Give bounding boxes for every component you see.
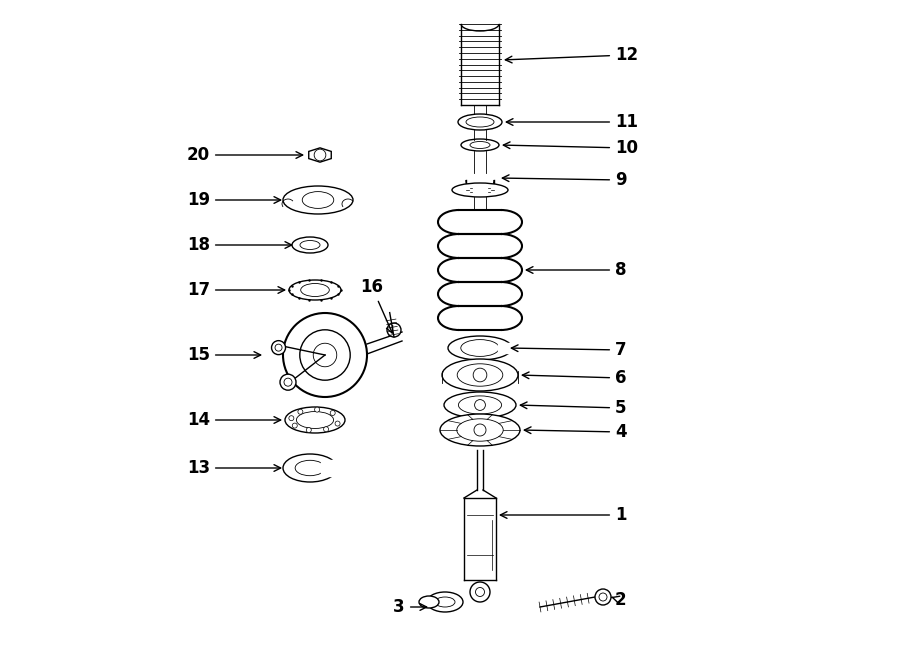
Ellipse shape <box>301 284 329 297</box>
Ellipse shape <box>457 364 503 386</box>
Circle shape <box>324 427 328 432</box>
Circle shape <box>473 368 487 382</box>
Text: 19: 19 <box>187 191 281 209</box>
Ellipse shape <box>292 237 328 253</box>
Circle shape <box>300 330 350 380</box>
Text: 9: 9 <box>502 171 626 189</box>
Ellipse shape <box>461 139 499 151</box>
Ellipse shape <box>435 597 455 607</box>
Text: 14: 14 <box>187 411 281 429</box>
Ellipse shape <box>419 596 439 608</box>
Text: 8: 8 <box>526 261 626 279</box>
Ellipse shape <box>458 396 501 414</box>
Text: 1: 1 <box>500 506 626 524</box>
Polygon shape <box>320 459 341 477</box>
Ellipse shape <box>442 359 518 391</box>
Circle shape <box>475 588 484 596</box>
Text: 5: 5 <box>520 399 626 417</box>
Ellipse shape <box>302 192 334 208</box>
Circle shape <box>275 344 282 351</box>
Circle shape <box>595 589 611 605</box>
Text: 11: 11 <box>507 113 638 131</box>
Ellipse shape <box>440 414 520 446</box>
Text: 18: 18 <box>187 236 292 254</box>
Text: 20: 20 <box>187 146 302 164</box>
Ellipse shape <box>289 280 341 300</box>
Circle shape <box>306 428 311 432</box>
Ellipse shape <box>296 412 334 428</box>
Circle shape <box>289 416 294 420</box>
Circle shape <box>330 410 335 416</box>
Ellipse shape <box>452 183 508 197</box>
Circle shape <box>272 340 285 355</box>
Circle shape <box>314 149 326 161</box>
Circle shape <box>313 343 337 367</box>
Ellipse shape <box>444 392 516 418</box>
Circle shape <box>298 409 303 414</box>
Ellipse shape <box>427 592 463 612</box>
Ellipse shape <box>300 241 320 249</box>
Ellipse shape <box>457 419 503 441</box>
Circle shape <box>315 407 320 412</box>
Text: 10: 10 <box>503 139 638 157</box>
Text: 4: 4 <box>525 423 626 441</box>
Circle shape <box>474 400 485 410</box>
Ellipse shape <box>461 340 500 356</box>
Text: 17: 17 <box>187 281 284 299</box>
Ellipse shape <box>285 407 345 433</box>
Ellipse shape <box>448 336 512 360</box>
Ellipse shape <box>466 117 494 127</box>
Ellipse shape <box>295 460 325 476</box>
Ellipse shape <box>470 141 490 149</box>
Text: 7: 7 <box>511 341 626 359</box>
Circle shape <box>474 424 486 436</box>
Ellipse shape <box>283 186 353 214</box>
Circle shape <box>599 593 607 601</box>
Circle shape <box>292 423 297 428</box>
Polygon shape <box>498 343 514 353</box>
Text: 16: 16 <box>361 278 392 333</box>
Circle shape <box>284 378 292 386</box>
Text: 3: 3 <box>393 598 427 616</box>
Text: 12: 12 <box>505 46 638 64</box>
Circle shape <box>470 582 490 602</box>
Text: 6: 6 <box>522 369 626 387</box>
Text: 15: 15 <box>187 346 261 364</box>
Circle shape <box>335 421 340 426</box>
Polygon shape <box>309 148 331 162</box>
Ellipse shape <box>283 454 337 482</box>
Ellipse shape <box>458 114 502 130</box>
Circle shape <box>280 374 296 390</box>
Text: 13: 13 <box>187 459 281 477</box>
Circle shape <box>387 323 401 337</box>
Text: 2: 2 <box>612 591 626 609</box>
Circle shape <box>283 313 367 397</box>
